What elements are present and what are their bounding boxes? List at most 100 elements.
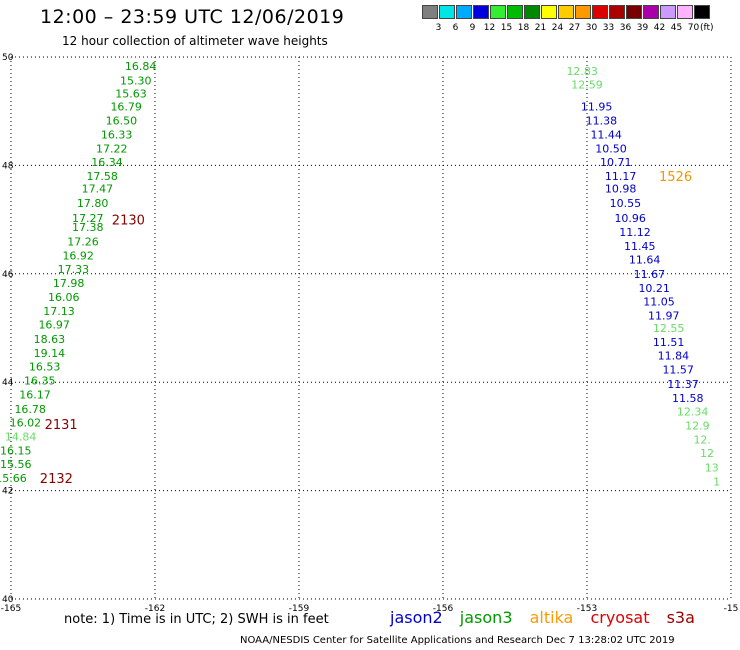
pass-time-label: 1526 [659, 170, 692, 185]
swh-value-label: 12.9 [685, 420, 710, 433]
swh-value-label: 17.58 [86, 170, 118, 183]
swh-value-label: 19.14 [34, 347, 66, 360]
swh-value-label: 16.17 [19, 389, 51, 402]
swh-value-label: 11.58 [672, 392, 704, 405]
color-swatch [643, 5, 659, 19]
swh-value-label: 15.56 [0, 458, 32, 471]
x-tick-label: -165 [1, 604, 21, 614]
axis-tick-labels: -165 -162 -159 -156 -153 -15 40 42 44 46 48 50 [1, 53, 739, 614]
swh-value-label: 11.51 [653, 336, 685, 349]
color-scale-tick-label: 9 [469, 23, 476, 33]
pass-time-annotations: 2130 2131 2132 1526 [40, 170, 692, 487]
color-scale-tick-label: 36 [619, 23, 632, 33]
swh-value-label: 10.55 [610, 197, 642, 210]
swh-value-label: 10.50 [595, 143, 627, 156]
swh-value-label: 10.96 [614, 212, 646, 225]
swh-value-label: 12.83 [566, 65, 598, 78]
swh-value-label: 11.17 [605, 170, 637, 183]
y-tick-label: 40 [2, 595, 14, 605]
color-swatch [524, 5, 540, 19]
color-scale-tick-label: 27 [568, 23, 581, 33]
swh-value-label: 16.33 [101, 129, 133, 142]
color-swatch [541, 5, 557, 19]
swh-value-label: 15.30 [120, 74, 152, 87]
y-tick-label: 46 [2, 270, 14, 280]
swh-value-label: 17.80 [77, 197, 109, 210]
swh-value-label: 17.47 [82, 183, 114, 196]
pass-time-label: 2131 [45, 418, 78, 433]
color-swatch [677, 5, 693, 19]
satellite-jason3: jason3 [459, 608, 513, 627]
swh-value-label: 11.44 [590, 129, 622, 142]
swh-value-label: 10.21 [638, 282, 670, 295]
color-scale-tick-label: 21 [534, 23, 547, 33]
color-swatch [490, 5, 506, 19]
color-scale-tick-label: 30 [585, 23, 598, 33]
swh-value-label: 11.37 [667, 378, 699, 391]
y-tick-label: 42 [2, 487, 13, 497]
swh-value-label: 10.98 [605, 183, 637, 196]
color-swatch [660, 5, 676, 19]
y-tick-label: 50 [2, 53, 14, 63]
swh-value-label: 17.33 [58, 263, 90, 276]
satellite-altika: altika [529, 608, 574, 627]
swh-value-label: 15.63 [115, 87, 147, 100]
color-scale-tick-label: 15 [500, 23, 513, 33]
x-tick-label: -153 [577, 604, 597, 614]
color-scale-tick-label: 12 [483, 23, 496, 33]
color-scale-tick-label: 3 [435, 23, 442, 33]
swh-value-label: 12.34 [677, 405, 709, 418]
swh-value-label: 10.71 [600, 156, 632, 169]
color-scale-tick-label: 42 [653, 23, 666, 33]
swh-value-label: 17.26 [67, 235, 99, 248]
swh-value-label: 11.97 [648, 310, 680, 323]
swh-value-label: 11.38 [586, 114, 618, 127]
swh-value-label: 11.95 [581, 100, 613, 113]
swh-value-label: 11.05 [643, 295, 675, 308]
grid-lines [10, 56, 732, 600]
color-scale-tick-label: 18 [517, 23, 530, 33]
color-scale-tick-label: 45 [670, 23, 683, 33]
color-swatch [575, 5, 591, 19]
color-scale-tick-label: 33 [602, 23, 615, 33]
swh-value-label: 17.98 [53, 277, 85, 290]
swh-value-label: 16.97 [38, 319, 70, 332]
chart-title: 12:00 – 23:59 UTC 12/06/2019 [40, 6, 345, 28]
footnote: note: 1) Time is in UTC; 2) SWH is in fe… [64, 612, 329, 627]
swh-value-label: 11.45 [624, 240, 656, 253]
satellite-legend: jason2 jason3 altika cryosat s3a [390, 608, 707, 627]
swh-value-label: 11.12 [619, 226, 651, 239]
color-swatch [592, 5, 608, 19]
satellite-s3a: s3a [666, 608, 695, 627]
swh-value-label: 13 [705, 461, 719, 474]
y-tick-label: 44 [2, 378, 14, 388]
swh-value-label: 12.59 [571, 79, 603, 92]
y-tick-label: 48 [2, 161, 14, 171]
swh-value-label: 16.92 [62, 249, 94, 262]
chart-subtitle: 12 hour collection of altimeter wave hei… [62, 34, 328, 48]
swh-value-label: 14.84 [5, 430, 37, 443]
swh-value-label: 12 [700, 447, 714, 460]
swh-value-label: 16.50 [106, 114, 138, 127]
swh-value-label: 16.15 [0, 444, 32, 457]
pass-time-label: 2132 [40, 472, 73, 487]
satellite-cryosat: cryosat [590, 608, 650, 627]
pass-time-label: 2130 [112, 214, 145, 229]
swh-value-label: 17.38 [72, 221, 104, 234]
swh-value-label: 16.79 [110, 100, 142, 113]
satellite-jason2: jason2 [390, 608, 443, 627]
swh-value-label: 18.63 [34, 333, 66, 346]
color-scale-tick-label: 24 [551, 23, 564, 33]
color-swatch [507, 5, 523, 19]
color-scale-tick-label: 6 [452, 23, 459, 33]
x-tick-label: -15 [724, 604, 739, 614]
color-swatch [694, 5, 710, 19]
swh-value-label: 11.64 [629, 254, 661, 267]
color-scale-tick-label: 70 [687, 23, 700, 33]
swh-value-label: 11.57 [662, 364, 694, 377]
color-swatch [558, 5, 574, 19]
swh-value-label: 16.53 [29, 360, 61, 373]
swh-value-label: 16.34 [91, 156, 123, 169]
